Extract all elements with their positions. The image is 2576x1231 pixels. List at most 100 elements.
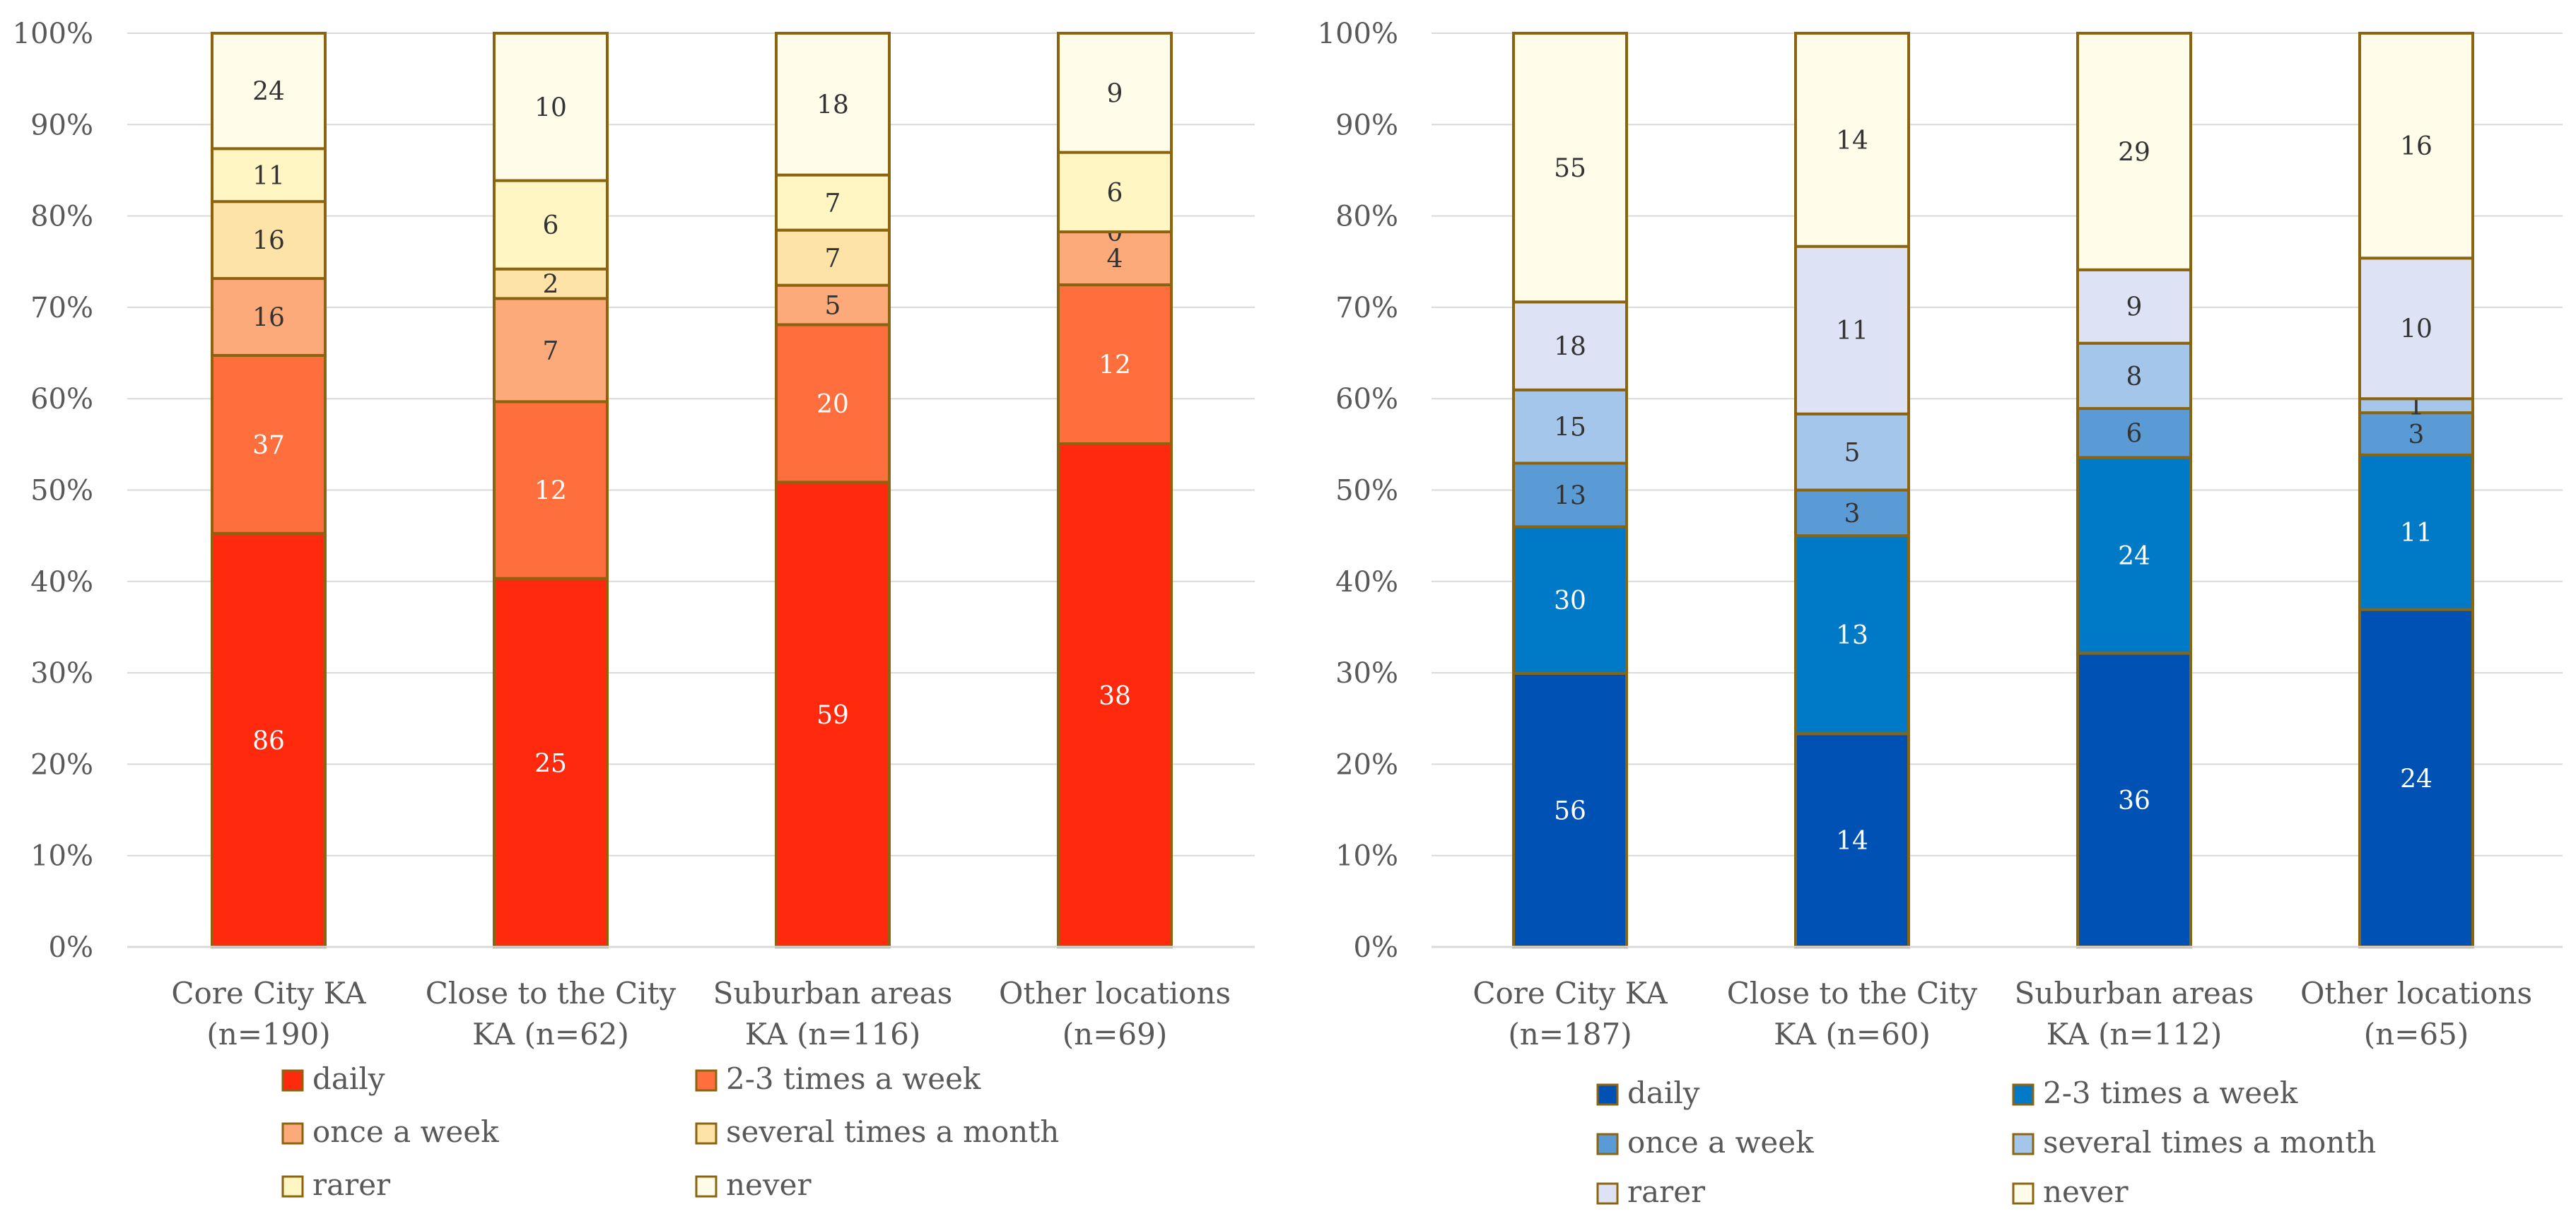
bar-segment — [1794, 488, 1910, 538]
bar-segment — [2358, 608, 2474, 948]
bar-segment — [1794, 32, 1910, 248]
data-label: 56 — [1554, 796, 1586, 825]
legend-swatch — [281, 1069, 304, 1092]
bar-segment — [211, 147, 327, 204]
data-label: 16 — [252, 227, 285, 256]
data-label: 6 — [2126, 420, 2143, 449]
bar-segment — [775, 283, 891, 326]
bar-segment — [211, 353, 327, 535]
data-label: 12 — [1099, 351, 1131, 379]
bar-segment — [2076, 456, 2192, 655]
legend-swatch — [2012, 1133, 2035, 1155]
x-category-label: (n=69) — [1062, 1017, 1167, 1052]
y-tick-label: 60% — [1335, 383, 1398, 416]
data-label: 25 — [534, 749, 567, 778]
data-label: 12 — [534, 477, 567, 506]
bar-segment — [211, 531, 327, 948]
legend-label: rarer — [312, 1167, 391, 1202]
x-category-label: KA (n=60) — [1774, 1017, 1931, 1052]
bar-stack: 59 20 5 7 7 18 — [775, 32, 891, 948]
data-label: 7 — [825, 245, 841, 273]
legend-swatch — [2012, 1083, 2035, 1106]
bar-segment — [1794, 412, 1910, 492]
data-label: 4 — [1107, 245, 1123, 274]
bar-segment — [1512, 388, 1628, 465]
data-label: 16 — [252, 304, 285, 333]
bar-segment — [2358, 32, 2474, 260]
bar-stack: 36 24 6 8 9 29 — [2076, 32, 2192, 949]
y-tick-label: 30% — [1335, 657, 1398, 690]
legend-item: 2-3 times a week — [2012, 1076, 2298, 1110]
y-tick-label: 40% — [1335, 566, 1398, 599]
legend-label: rarer — [1627, 1174, 1706, 1209]
data-label: 7 — [825, 189, 841, 218]
data-label: 2 — [543, 271, 559, 300]
y-tick-label: 20% — [1335, 748, 1398, 781]
y-tick-label: 70% — [1335, 292, 1398, 324]
legend-swatch — [695, 1069, 718, 1092]
x-category-label: Close to the City — [1727, 976, 1978, 1011]
legend-label: once a week — [312, 1114, 499, 1149]
x-category-label: Other locations — [999, 976, 1231, 1011]
data-label: 86 — [252, 726, 285, 755]
data-label: 3 — [2408, 420, 2425, 449]
data-label: 14 — [1836, 827, 1868, 856]
data-label: 29 — [2118, 138, 2150, 167]
legend-swatch — [695, 1122, 718, 1145]
y-tick-label: 10% — [30, 840, 93, 873]
bar-segment — [2358, 257, 2474, 401]
bar-stack: 25 12 7 2 6 10 — [493, 32, 609, 948]
data-label: 59 — [816, 701, 849, 730]
y-tick-label: 0% — [1354, 931, 1398, 964]
legend-item: rarer — [281, 1167, 391, 1202]
y-tick-label: 40% — [30, 566, 93, 599]
legend-swatch — [695, 1175, 718, 1198]
x-category-label: Suburban areas — [713, 976, 953, 1011]
bar-stack: 86 37 16 16 11 24 — [211, 32, 327, 948]
legend-label: daily — [312, 1061, 385, 1096]
y-tick-label: 90% — [30, 109, 93, 141]
x-category-label: KA (n=62) — [472, 1017, 629, 1052]
x-category-label: KA (n=112) — [2047, 1017, 2223, 1052]
legend-item: daily — [1596, 1076, 1700, 1110]
bar-segment — [1057, 283, 1173, 445]
data-label: 24 — [2118, 542, 2150, 571]
bar-segment — [1794, 732, 1910, 949]
bar-stack: 14 13 3 5 11 14 — [1794, 32, 1910, 949]
bar-segment — [775, 32, 891, 177]
legend-label: never — [726, 1167, 812, 1202]
legend-label: 2-3 times a week — [2043, 1076, 2298, 1110]
bar-segment — [493, 32, 609, 182]
data-label: 6 — [543, 211, 559, 240]
x-category-label: (n=190) — [206, 1017, 330, 1052]
bar-segment — [775, 481, 891, 948]
legend-swatch — [1596, 1083, 1619, 1106]
data-label: 7 — [543, 336, 559, 365]
legend-swatch — [281, 1122, 304, 1145]
legend-label: 2-3 times a week — [726, 1061, 981, 1096]
data-label: 11 — [2400, 519, 2432, 548]
y-tick-label: 60% — [30, 383, 93, 416]
bar-segment — [775, 228, 891, 287]
legend-swatch — [1596, 1182, 1619, 1205]
x-category-label: Core City KA — [171, 976, 366, 1011]
bar-segment — [1512, 461, 1628, 529]
data-label: 20 — [816, 390, 849, 419]
legend-label: never — [2043, 1174, 2129, 1209]
bar-segment — [1057, 151, 1173, 234]
bar-segment — [211, 200, 327, 281]
bar-segment — [2358, 453, 2474, 611]
bar-segment — [1512, 671, 1628, 948]
legend-label: several times a month — [2043, 1125, 2376, 1160]
legend-item: several times a month — [2012, 1125, 2376, 1160]
data-label: 24 — [252, 78, 285, 107]
legend-swatch — [281, 1175, 304, 1198]
x-category-label: Other locations — [2300, 976, 2532, 1011]
y-tick-label: 20% — [30, 748, 93, 781]
y-tick-label: 100% — [1318, 18, 1398, 50]
legend-label: daily — [1627, 1076, 1700, 1110]
bar-segment — [2076, 32, 2192, 271]
data-label: 18 — [1554, 333, 1586, 362]
